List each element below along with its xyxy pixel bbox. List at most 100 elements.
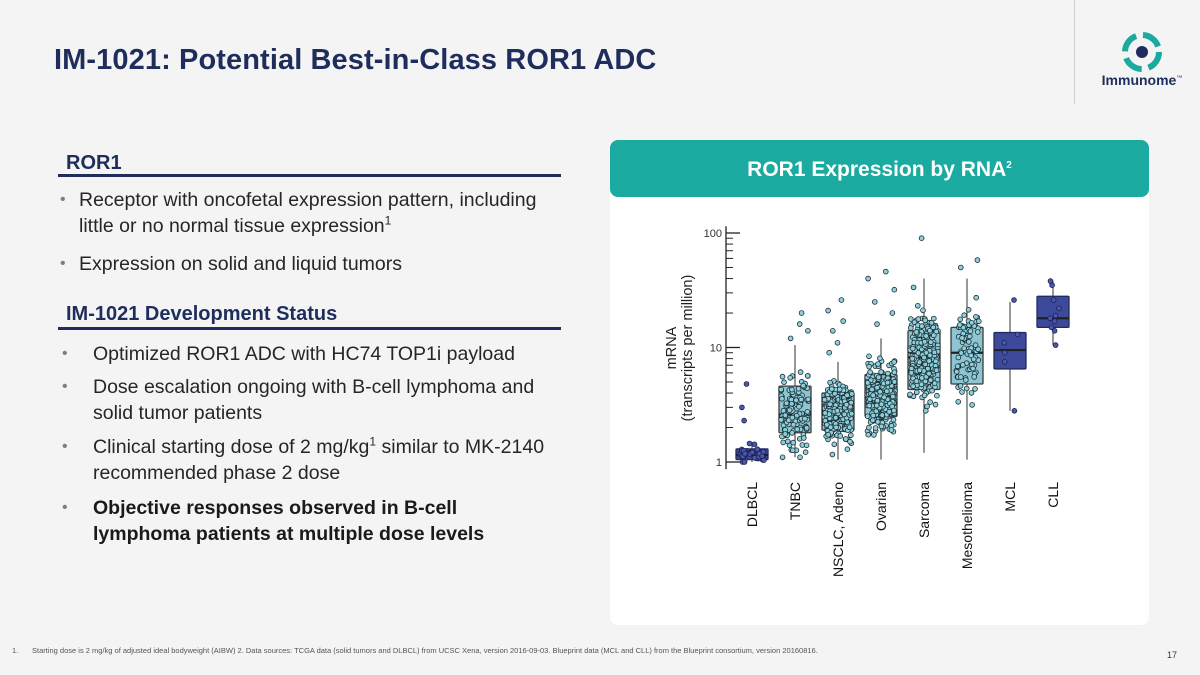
data-point: [840, 318, 847, 324]
data-point: [821, 396, 828, 403]
data-point: [741, 459, 748, 465]
data-point: [927, 399, 933, 405]
data-point: [802, 415, 808, 422]
data-point: [847, 438, 853, 445]
data-point: [865, 431, 872, 438]
data-point: [965, 307, 972, 313]
data-point: [785, 438, 791, 445]
status-bullet-2: • Dose escalation ongoing with B-cell ly…: [62, 376, 535, 424]
data-point: [760, 448, 767, 455]
data-point: [832, 415, 839, 421]
data-point: [933, 367, 940, 374]
data-point: [926, 370, 932, 377]
data-point: [739, 404, 745, 411]
page-number: 17: [1167, 650, 1178, 660]
status-bullet-3: • Clinical starting dose of 2 mg/kg1 sim…: [62, 434, 545, 485]
data-point: [909, 356, 916, 362]
data-point: [922, 317, 929, 324]
data-point: [778, 386, 785, 393]
data-point: [781, 379, 787, 386]
data-point: [783, 400, 790, 407]
data-point: [873, 402, 880, 409]
data-point: [961, 345, 968, 352]
data-point: [1050, 297, 1057, 303]
data-point: [800, 382, 807, 389]
data-point: [866, 402, 873, 409]
data-point: [930, 324, 937, 331]
data-point: [825, 307, 831, 314]
data-point: [866, 363, 872, 370]
data-point: [914, 303, 921, 309]
data-point: [831, 441, 838, 448]
data-point: [789, 386, 795, 393]
data-point: [934, 376, 941, 383]
data-point: [869, 417, 876, 423]
data-point: [790, 422, 797, 428]
data-point: [826, 349, 833, 356]
ror1-expression-chart: 1 10 100 mRNA (transcripts per million) DLBCL…: [664, 226, 1070, 577]
category-label: DLBCL: [744, 482, 760, 527]
category-label: TNBC: [787, 482, 803, 520]
ror1-heading: ROR1: [66, 152, 122, 174]
data-point: [787, 335, 794, 342]
status-bullet-4: • Objective responses observed in B-cell…: [62, 497, 485, 545]
data-point: [891, 286, 898, 293]
data-point: [866, 353, 872, 360]
data-point: [843, 436, 849, 442]
data-point: [849, 391, 855, 397]
data-point: [789, 430, 795, 436]
data-point: [922, 408, 929, 414]
header-divider: [1074, 0, 1075, 104]
data-point: [954, 363, 961, 370]
data-point: [803, 442, 810, 449]
data-point: [866, 396, 873, 403]
data-point: [958, 350, 965, 356]
data-point: [779, 396, 785, 402]
data-point: [927, 339, 934, 345]
data-point: [1048, 324, 1055, 331]
data-point: [1052, 312, 1059, 319]
data-point: [927, 352, 933, 359]
data-point: [797, 454, 803, 461]
data-point: [1051, 328, 1058, 334]
data-point: [934, 392, 940, 399]
data-point: [959, 335, 965, 341]
data-point: [1011, 408, 1018, 414]
data-point: [1011, 297, 1017, 303]
data-point: [973, 294, 980, 301]
data-point: [967, 328, 974, 334]
data-point: [751, 454, 758, 461]
data-point: [1001, 359, 1008, 365]
data-point: [825, 431, 832, 438]
y-tick-label: 10: [710, 343, 722, 355]
data-point: [929, 387, 935, 394]
data-point: [956, 322, 963, 328]
data-point: [890, 416, 897, 423]
data-point: [743, 381, 750, 387]
data-point: [965, 339, 972, 345]
data-point: [957, 374, 964, 380]
data-point: [968, 320, 975, 326]
immunome-logo-icon: [1122, 32, 1162, 72]
data-point: [907, 391, 913, 398]
data-point: [844, 446, 851, 453]
data-point: [848, 411, 855, 417]
data-point: [916, 359, 923, 365]
data-point: [921, 338, 928, 345]
data-point: [891, 407, 897, 414]
data-point: [804, 409, 811, 415]
status-rule: [58, 327, 561, 330]
data-point: [962, 377, 969, 383]
data-point: [790, 439, 797, 446]
data-point: [832, 390, 838, 397]
y-tick-label: 1: [716, 457, 722, 469]
data-point: [866, 424, 872, 431]
data-point: [797, 369, 804, 375]
data-point: [829, 451, 836, 458]
data-point: [780, 439, 787, 446]
data-point: [837, 433, 844, 439]
data-point: [922, 378, 929, 385]
data-point: [878, 401, 885, 408]
category-label: Ovarian: [873, 482, 889, 531]
data-point: [970, 365, 976, 372]
